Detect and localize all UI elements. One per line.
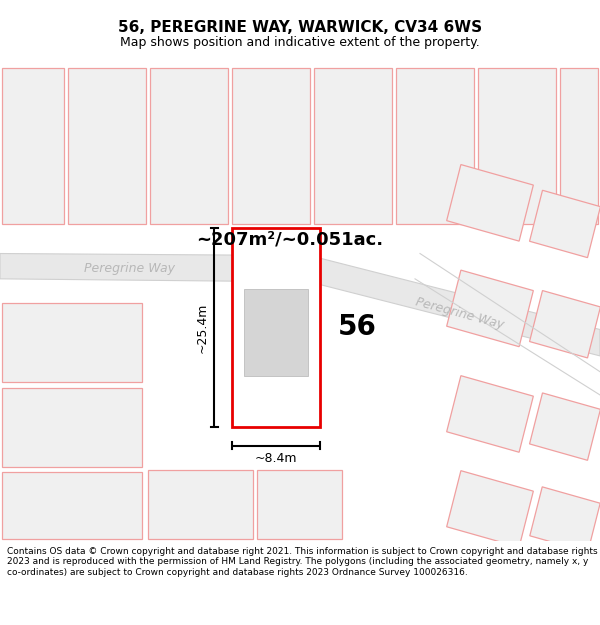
Bar (257, 470, 342, 539)
Bar (478, 68, 556, 224)
Bar (148, 470, 253, 539)
Polygon shape (530, 291, 600, 358)
Text: 56: 56 (338, 313, 377, 341)
Bar (244, 289, 308, 376)
Text: Map shows position and indicative extent of the property.: Map shows position and indicative extent… (120, 36, 480, 49)
Text: Peregrine Way: Peregrine Way (415, 296, 506, 332)
Polygon shape (310, 256, 600, 356)
Text: ~207m²/~0.051ac.: ~207m²/~0.051ac. (196, 231, 383, 249)
Bar (232, 228, 320, 427)
Polygon shape (530, 190, 600, 258)
Polygon shape (446, 270, 533, 347)
Text: ~25.4m: ~25.4m (196, 302, 209, 352)
Text: ~8.4m: ~8.4m (255, 452, 297, 465)
Bar (2, 68, 64, 224)
Polygon shape (446, 471, 533, 548)
Bar (396, 68, 474, 224)
Polygon shape (446, 164, 533, 241)
Polygon shape (0, 254, 320, 282)
Bar (2, 472, 142, 539)
Text: Contains OS data © Crown copyright and database right 2021. This information is : Contains OS data © Crown copyright and d… (7, 547, 598, 577)
Bar (2, 388, 142, 467)
Bar (314, 68, 392, 224)
Polygon shape (530, 393, 600, 460)
Bar (2, 303, 142, 382)
Bar (560, 68, 598, 224)
Bar (150, 68, 228, 224)
Polygon shape (530, 487, 600, 552)
Text: 56, PEREGRINE WAY, WARWICK, CV34 6WS: 56, PEREGRINE WAY, WARWICK, CV34 6WS (118, 20, 482, 35)
Bar (232, 68, 310, 224)
Bar (68, 68, 146, 224)
Polygon shape (446, 376, 533, 452)
Text: Peregrine Way: Peregrine Way (85, 262, 176, 275)
